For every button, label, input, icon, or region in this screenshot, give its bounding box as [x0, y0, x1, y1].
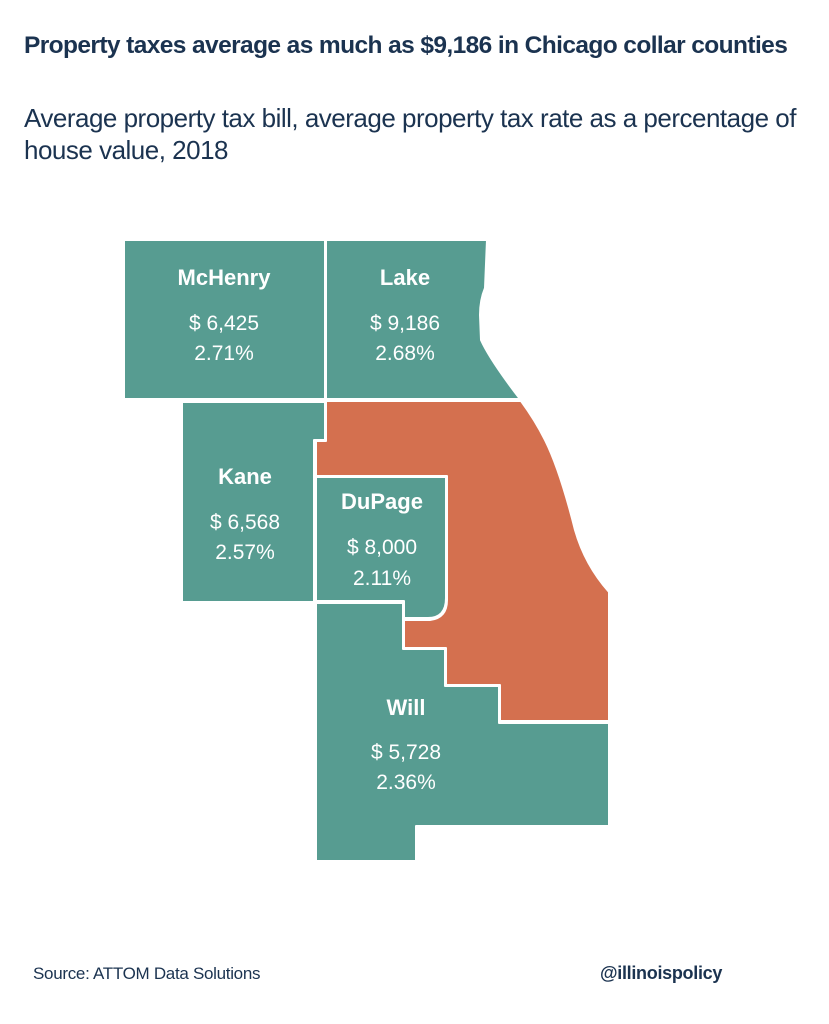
- county-bill-mchenry: $ 6,425: [189, 312, 259, 335]
- chart-subtitle: Average property tax bill, average prope…: [24, 103, 796, 165]
- county-name-dupage: DuPage: [341, 489, 423, 514]
- county-bill-will: $ 5,728: [371, 741, 441, 764]
- county-rate-mchenry: 2.71%: [194, 342, 254, 365]
- county-rate-kane: 2.57%: [215, 541, 275, 564]
- county-cook: [315, 400, 610, 722]
- county-name-will: Will: [387, 695, 426, 720]
- county-will: [315, 602, 610, 862]
- county-kane: [181, 401, 326, 603]
- county-lake: [325, 239, 521, 400]
- county-name-kane: Kane: [218, 464, 272, 489]
- county-bill-kane: $ 6,568: [210, 511, 280, 534]
- county-name-lake: Lake: [380, 265, 430, 290]
- county-rate-dupage: 2.11%: [353, 567, 411, 590]
- chart-title: Property taxes average as much as $9,186…: [24, 32, 788, 59]
- social-handle: @illinoispolicy: [600, 963, 723, 983]
- county-bill-lake: $ 9,186: [370, 312, 440, 335]
- county-rate-lake: 2.68%: [375, 342, 435, 365]
- source-note: Source: ATTOM Data Solutions: [33, 964, 261, 983]
- county-name-mchenry: McHenry: [178, 265, 272, 290]
- county-rate-will: 2.36%: [376, 771, 436, 794]
- county-bill-dupage: $ 8,000: [347, 536, 417, 559]
